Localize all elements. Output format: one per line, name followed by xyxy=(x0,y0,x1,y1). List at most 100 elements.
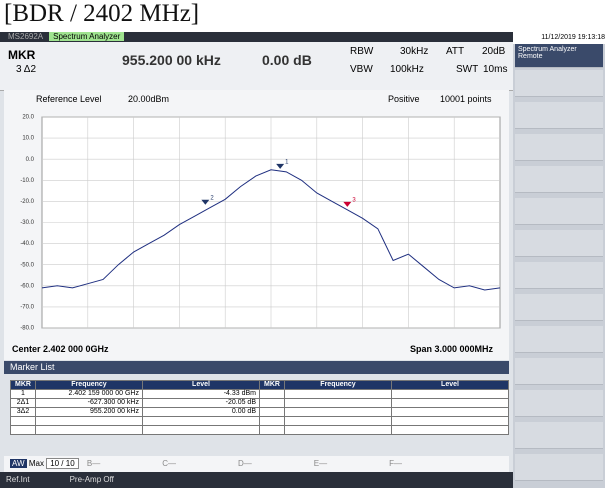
y-tick-label: -60.0 xyxy=(20,283,34,289)
marker-list-title: Marker List xyxy=(10,362,55,372)
vbw: 100kHz xyxy=(390,64,424,75)
trace-id[interactable]: AW xyxy=(10,459,27,468)
side-button xyxy=(515,294,603,321)
side-panel: 11/12/2019 19:13:18 Spectrum Analyzer Rem… xyxy=(513,32,605,488)
marker-label: 2 xyxy=(210,195,214,201)
cell xyxy=(259,389,285,399)
y-tick-label: -10.0 xyxy=(20,178,34,184)
side-button xyxy=(515,166,603,193)
cell xyxy=(10,425,36,435)
app-name: Spectrum Analyzer xyxy=(49,32,125,41)
y-tick-label: -70.0 xyxy=(20,304,34,310)
cell xyxy=(10,416,36,426)
cell: -4.33 dBm xyxy=(142,389,260,399)
plot: 20.0 10.0 0.0 -10.0 -20.0 -30.0 -40.0 -50.0 -60.… xyxy=(20,115,501,332)
cell xyxy=(142,425,260,435)
preamp: Pre-Amp Off xyxy=(69,475,114,484)
row xyxy=(10,416,509,426)
row: 2Δ1 -627.300 00 kHz -20.05 dB xyxy=(10,398,509,408)
header: Level xyxy=(142,380,260,390)
side-button xyxy=(515,262,603,289)
cell xyxy=(259,398,285,408)
side-button xyxy=(515,454,603,481)
trace-mode: Max xyxy=(28,459,44,468)
marker xyxy=(276,163,285,169)
mkr[interactable]: MKR xyxy=(8,48,36,62)
marker-label: 3 xyxy=(352,197,356,203)
cell: 1 xyxy=(10,389,36,399)
cell xyxy=(391,398,509,408)
trace-slot: D— xyxy=(238,459,252,468)
y-tick-label: 20.0 xyxy=(22,115,34,121)
marker xyxy=(343,201,352,207)
header: Level xyxy=(391,380,509,390)
cell xyxy=(284,398,392,408)
ref: 20.00dBm xyxy=(128,94,170,104)
cell xyxy=(35,416,143,426)
rbw: 30kHz xyxy=(400,46,429,57)
row: 1 2.402 159 000 00 GHz -4.33 dBm xyxy=(10,389,509,399)
cell xyxy=(259,425,285,435)
marker xyxy=(201,199,210,205)
side-app: Spectrum Analyzer xyxy=(518,46,577,53)
trace-slot: E— xyxy=(313,459,328,468)
side-button xyxy=(515,70,603,97)
side-button xyxy=(515,230,603,257)
trace xyxy=(41,169,501,291)
cell: -627.300 00 kHz xyxy=(35,398,143,408)
brand: MS2692A xyxy=(8,32,44,41)
cell: 2Δ1 xyxy=(10,398,36,408)
side-button xyxy=(515,134,603,161)
header: Frequency xyxy=(284,380,392,390)
vbw-label: VBW xyxy=(350,64,373,75)
y-tick-label: 0.0 xyxy=(26,157,35,163)
trace-count: 10 / 10 xyxy=(46,458,79,469)
settings-bar: MKR 3 Δ2 955.200 00 kHz 0.00 dB RBW 30kH… xyxy=(0,42,513,91)
swt: 10ms xyxy=(483,64,508,75)
side-button xyxy=(515,422,603,449)
side-button xyxy=(515,326,603,353)
cell xyxy=(391,389,509,399)
mkr-sel: 3 Δ2 xyxy=(16,64,37,75)
trace-slot: B— xyxy=(86,459,101,468)
side-button xyxy=(515,390,603,417)
cell: 2.402 159 000 00 GHz xyxy=(35,389,143,399)
header: MKR xyxy=(259,380,285,390)
cell xyxy=(259,407,285,417)
header: Frequency xyxy=(35,380,143,390)
y-tick-label: -80.0 xyxy=(20,326,34,332)
y-tick-label: -40.0 xyxy=(20,241,34,247)
side-button xyxy=(515,102,603,129)
cell xyxy=(284,416,392,426)
cell xyxy=(259,416,285,426)
cell xyxy=(284,407,392,417)
cell: 0.00 dB xyxy=(142,407,260,417)
side-button xyxy=(515,198,603,225)
cell xyxy=(391,425,509,435)
marker-list-bar: Marker List xyxy=(4,361,509,374)
ref-label: Reference Level xyxy=(36,94,102,104)
marker-label: 1 xyxy=(285,159,289,165)
points: 10001 points xyxy=(440,94,492,104)
att-label: ATT xyxy=(446,46,465,57)
y-tick-label: -20.0 xyxy=(20,199,34,205)
page-title: [BDR / 2402 MHz] xyxy=(4,0,200,27)
header-row: MKR Frequency Level MKR Frequency Level xyxy=(10,380,509,390)
att: 20dB xyxy=(482,46,506,57)
side-button xyxy=(515,358,603,385)
cell: 3Δ2 xyxy=(10,407,36,417)
cell: 955.200 00 kHz xyxy=(35,407,143,417)
datetime: 11/12/2019 19:13:18 xyxy=(513,32,605,44)
cell xyxy=(284,389,392,399)
cell xyxy=(284,425,392,435)
cell: -20.05 dB xyxy=(142,398,260,408)
trace-slot: F— xyxy=(389,459,403,468)
cell xyxy=(142,416,260,426)
mkr-value: 955.200 00 kHz xyxy=(122,52,221,68)
cell xyxy=(35,425,143,435)
mkr-level: 0.00 dB xyxy=(262,52,312,68)
trace-bar: AW Max 10 / 10 B— C— D— E— F— xyxy=(4,456,509,472)
row xyxy=(10,425,509,435)
row: 3Δ2 955.200 00 kHz 0.00 dB xyxy=(10,407,509,417)
